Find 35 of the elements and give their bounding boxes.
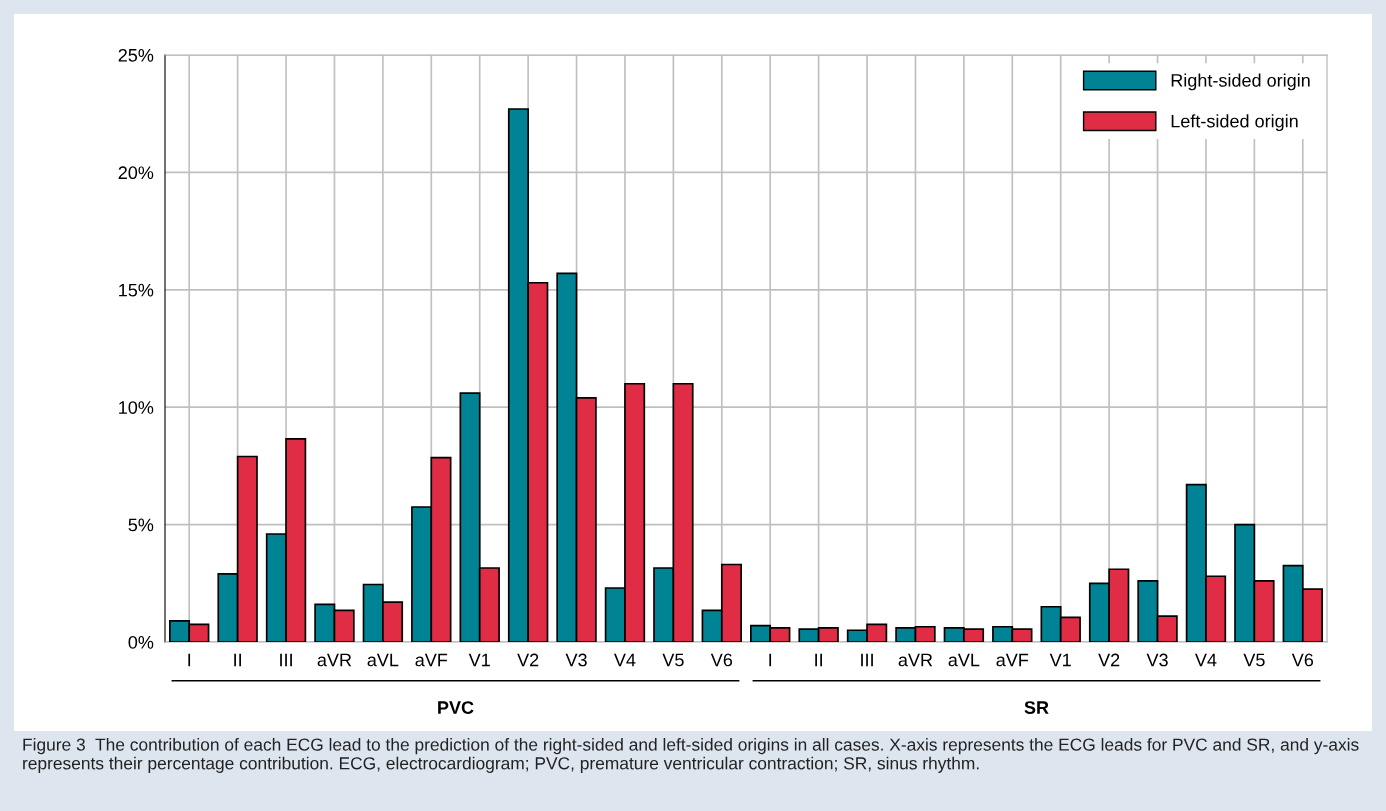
x-tick-label: V6 xyxy=(1291,653,1314,667)
legend-label: Left-sided origin xyxy=(1171,114,1298,132)
x-tick-label: aVL xyxy=(367,653,399,667)
y-tick-label: 25% xyxy=(118,48,154,62)
x-tick-label: III xyxy=(280,653,292,667)
x-tick-label: aVF xyxy=(415,653,448,667)
x-tick-label: V3 xyxy=(1146,653,1168,667)
x-tick-label: III xyxy=(861,653,873,667)
x-tick-label: V3 xyxy=(565,653,587,667)
x-tick-label: II xyxy=(234,653,241,667)
x-tick-label: V2 xyxy=(1098,653,1120,667)
x-tick-label: I xyxy=(769,653,772,667)
x-tick-label: aVF xyxy=(996,653,1029,667)
y-tick-label: 20% xyxy=(118,166,154,180)
x-tick-label: V1 xyxy=(1049,653,1071,667)
caption: Figure 3 The contribution of each ECG lead to the prediction of the right-sided and left-sided origins in all cases. X-axis represents the ECG leads for PVC and SR, and y-axis represents their percentage contribution. ECG, electrocardiogram; PVC, premature ventricular contraction; SR, sinus rhythm. xyxy=(23,738,1359,773)
x-tick-label: aVR xyxy=(317,653,352,667)
y-tick-label: 15% xyxy=(119,283,154,297)
x-tick-label: V5 xyxy=(662,653,684,667)
x-tick-label: aVL xyxy=(948,653,980,667)
x-tick-label: V4 xyxy=(614,653,636,667)
x-tick-label: aVR xyxy=(898,653,933,667)
text: PVC xyxy=(438,701,474,714)
x-tick-label: V6 xyxy=(710,653,733,667)
x-tick-label: V2 xyxy=(517,653,539,667)
y-tick-label: 0% xyxy=(128,635,154,649)
x-tick-label: V5 xyxy=(1243,653,1265,667)
x-tick-label: V4 xyxy=(1195,653,1217,667)
x-tick-label: V1 xyxy=(468,653,490,667)
x-tick-label: I xyxy=(188,653,191,667)
text: SR xyxy=(1024,701,1049,714)
y-tick-label: 5% xyxy=(128,518,154,532)
y-tick-label: 10% xyxy=(119,401,154,414)
x-tick-label: II xyxy=(815,653,822,667)
legend-label: Right-sided origin xyxy=(1171,73,1310,91)
